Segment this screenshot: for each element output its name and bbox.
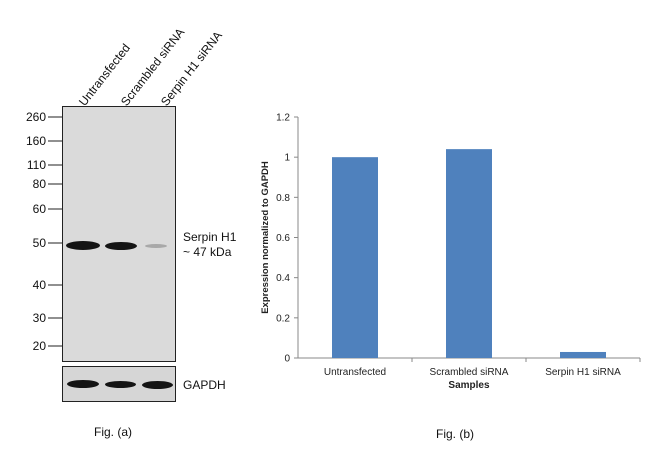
x-tick-label: Serpin H1 siRNA bbox=[545, 367, 621, 378]
target-label-kda: ~ 47 kDa bbox=[183, 245, 232, 259]
bar-0 bbox=[332, 157, 378, 358]
caption-fig-b: Fig. (b) bbox=[436, 427, 475, 441]
blot-membrane-gapdh bbox=[62, 366, 176, 402]
bar-2 bbox=[560, 351, 606, 358]
mw-marker-ticks bbox=[48, 116, 62, 347]
x-tick-label: Untransfected bbox=[324, 367, 386, 378]
gapdh-band-untransfected bbox=[67, 380, 99, 388]
mw-marker-80: 80 bbox=[32, 177, 46, 191]
y-tick-label: 0 bbox=[284, 354, 290, 365]
band-scrambled-sirna bbox=[105, 242, 137, 250]
bar-1 bbox=[446, 149, 492, 358]
blot-membrane-serpin-h1 bbox=[62, 106, 176, 362]
y-tick-label: 0.4 bbox=[276, 273, 290, 284]
band-serpin-h1-sirna bbox=[145, 244, 167, 248]
band-untransfected bbox=[66, 241, 100, 250]
y-tick-label: 0.8 bbox=[276, 193, 290, 204]
y-tick-label: 0.2 bbox=[276, 313, 290, 324]
y-tick-label: 1.2 bbox=[276, 113, 290, 124]
x-axis-title: Samples bbox=[448, 380, 490, 391]
loading-control-label: GAPDH bbox=[183, 378, 226, 392]
mw-marker-40: 40 bbox=[32, 278, 46, 292]
gapdh-band-serpin-h1-sirna bbox=[142, 381, 173, 389]
x-tick-label: Scrambled siRNA bbox=[430, 367, 509, 378]
mw-marker-60: 60 bbox=[32, 202, 46, 216]
y-tick-label: 1 bbox=[284, 153, 290, 164]
mw-marker-30: 30 bbox=[32, 311, 46, 325]
mw-marker-160: 160 bbox=[25, 134, 46, 148]
mw-marker-110: 110 bbox=[26, 158, 46, 172]
mw-marker-260: 260 bbox=[25, 110, 46, 124]
mw-marker-50: 50 bbox=[32, 236, 46, 250]
caption-fig-a: Fig. (a) bbox=[94, 425, 133, 439]
target-label-serpin-h1: Serpin H1 bbox=[183, 230, 237, 244]
gapdh-band-scrambled-sirna bbox=[105, 381, 136, 388]
mw-marker-20: 20 bbox=[32, 339, 46, 353]
y-axis-title: Expression normalized to GAPDH bbox=[260, 161, 271, 314]
y-tick-label: 0.6 bbox=[276, 233, 290, 244]
